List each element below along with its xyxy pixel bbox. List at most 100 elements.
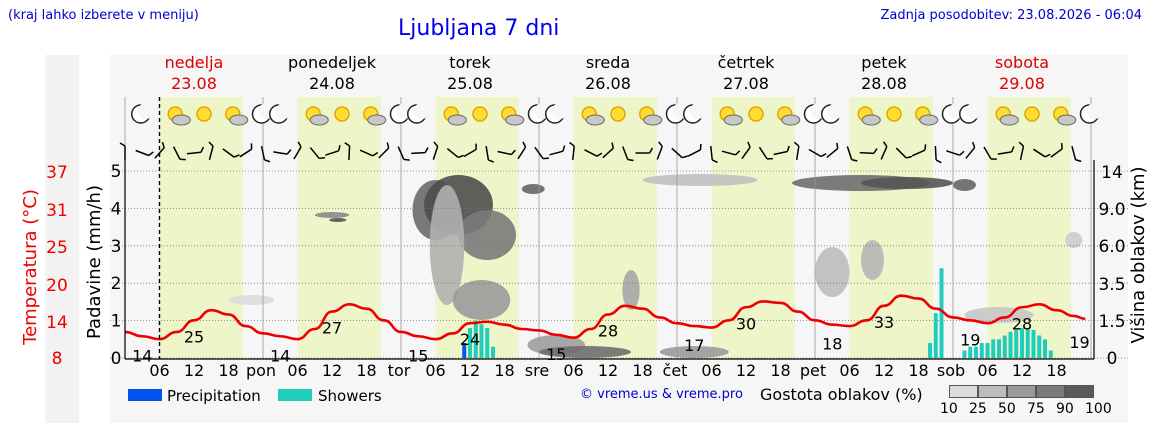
wind-barb <box>934 145 942 164</box>
wind-barb-flag <box>648 147 654 154</box>
cloud-density-cell <box>949 385 978 398</box>
wind-barb-shaft <box>846 146 853 160</box>
wind-barb <box>534 146 549 160</box>
cloud-density-label: Gostota oblakov (%) <box>760 385 923 404</box>
copyright-link[interactable]: © vreme.us & vreme.pro <box>580 387 743 402</box>
wind-barb-flag <box>424 147 429 153</box>
cloud-density-scale-label: 100 <box>1085 401 1112 417</box>
hour-label: 06 <box>563 361 583 380</box>
temperature-label: 25 <box>184 327 204 346</box>
cloud-height-tick: 0 <box>1107 349 1118 369</box>
wind-barb <box>325 144 341 156</box>
wind-barb <box>859 148 878 155</box>
moon-icon-shadow <box>827 103 844 119</box>
temperature-label: 19 <box>1069 333 1089 352</box>
wind-barb-shaft <box>911 149 926 157</box>
location-hint[interactable]: (kraj lahko izberete v meniju) <box>8 8 199 23</box>
wind-barb-shaft <box>260 145 266 161</box>
wind-barb <box>208 141 214 160</box>
wind-barb-flag <box>681 155 688 159</box>
wind-barb-flag <box>433 141 439 147</box>
cloud-density-scale-label: 50 <box>998 401 1016 417</box>
hour-label: 12 <box>460 361 480 380</box>
moon-icon-shadow <box>551 103 568 119</box>
wind-barb-flag <box>611 142 614 149</box>
cloud-icon <box>505 114 525 126</box>
cloud-density-cell <box>1065 385 1094 398</box>
wind-barb-shaft <box>965 147 976 159</box>
wind-barb-flag <box>1018 141 1024 147</box>
hour-label: 12 <box>184 361 204 380</box>
wind-barb-shaft <box>622 146 629 160</box>
showers-bar <box>485 328 490 358</box>
showers-swatch <box>278 389 312 401</box>
wind-barb <box>1071 146 1082 163</box>
wind-barb <box>758 146 773 160</box>
wind-barb-flag <box>924 144 927 151</box>
wind-barb-flag <box>1044 153 1051 158</box>
wind-barb-shaft <box>1071 146 1077 160</box>
wind-barb-shaft <box>135 149 150 157</box>
hour-label: 06 <box>977 361 997 380</box>
wind-barb <box>584 149 603 157</box>
wind-barb-shaft <box>549 150 564 156</box>
showers-bar <box>1002 335 1007 358</box>
showers-bar <box>1025 328 1030 358</box>
wind-barb-flag <box>971 141 976 148</box>
wind-barb-flag <box>990 158 997 160</box>
cloud-area <box>329 218 347 222</box>
wind-barb-flag <box>200 146 205 153</box>
temperature-label: 33 <box>874 313 894 332</box>
wind-barb-shaft <box>517 146 527 160</box>
hour-label: 18 <box>356 361 376 380</box>
showers-bar <box>962 350 967 358</box>
wind-barb <box>517 141 527 160</box>
wind-barb-flag <box>747 141 751 148</box>
showers-bar <box>928 343 932 358</box>
temperature-label: 28 <box>1012 314 1032 333</box>
showers-bar <box>968 346 973 358</box>
legend-precipitation: Precipitation <box>167 387 261 405</box>
wind-barb-flag <box>786 145 790 152</box>
wind-barb-shaft <box>895 147 907 159</box>
wind-barb-flag <box>510 149 516 155</box>
showers-bar <box>985 343 990 358</box>
cloud-icon <box>999 114 1019 126</box>
wind-barb <box>671 147 688 159</box>
wind-barb-shaft <box>584 149 598 157</box>
rain-tick: 5 <box>111 162 122 182</box>
wind-barb <box>741 141 751 160</box>
wind-barb-flag <box>767 157 773 160</box>
wind-barb-flag <box>658 141 663 147</box>
cloud-density-scale-label: 10 <box>940 401 958 417</box>
wind-barb-shaft <box>534 146 544 160</box>
temperature-tick: 31 <box>46 201 68 221</box>
rain-tick: 1 <box>111 312 122 332</box>
wind-barb-shaft <box>671 147 683 159</box>
day-name: četrtek <box>718 53 776 72</box>
wind-barb <box>946 150 965 156</box>
wind-barb-flag <box>297 141 302 148</box>
wind-barb <box>446 148 464 159</box>
wind-barb-flag <box>873 148 878 154</box>
wind-barb-flag <box>1010 146 1015 153</box>
rain-axis-title: Padavine (mm/h) <box>84 185 105 339</box>
wind-barb <box>965 141 976 159</box>
showers-bar <box>1037 335 1042 358</box>
cloud-area <box>815 247 850 297</box>
cloud-icon <box>309 114 329 126</box>
wind-barb <box>497 149 516 156</box>
wind-barb-shaft <box>859 151 874 155</box>
cloud-area <box>622 270 640 310</box>
day-name: nedelja <box>165 53 224 72</box>
cloud-height-axis-title: Višina oblakov (km) <box>1128 166 1149 343</box>
wind-barb-shaft <box>656 146 663 160</box>
wind-barb-flag <box>179 158 186 161</box>
cloud-density-scale-label: 90 <box>1056 401 1074 417</box>
showers-bar <box>997 339 1001 358</box>
cloud-area <box>452 280 511 320</box>
wind-barb-shaft <box>1050 148 1063 158</box>
showers-bar <box>491 346 495 358</box>
hour-label: 18 <box>632 361 652 380</box>
